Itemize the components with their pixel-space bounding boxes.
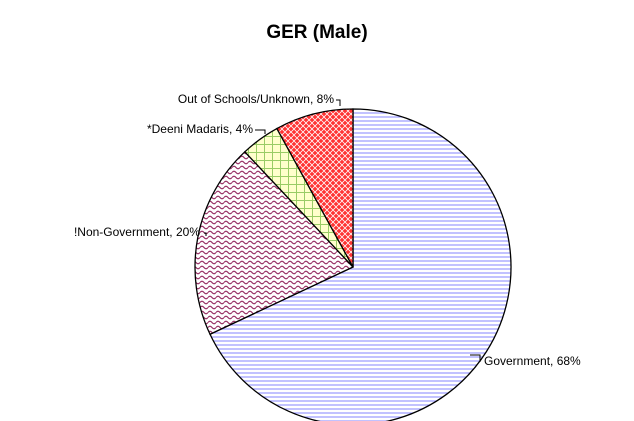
leader-line <box>470 354 481 362</box>
leader-line <box>336 99 341 106</box>
chart-title: GER (Male) <box>266 22 367 43</box>
pie-slice <box>276 108 354 268</box>
data-label: Government, 68% <box>484 354 581 368</box>
leader-line <box>204 232 207 236</box>
pie-slice <box>194 150 355 336</box>
leader-line <box>255 129 266 134</box>
data-label: Out of Schools/Unknown, 8% <box>178 92 334 106</box>
data-label: !Non-Government, 20% <box>74 225 200 239</box>
data-label: *Deeni Madaris, 4% <box>147 122 253 136</box>
pie-slice <box>209 108 512 421</box>
